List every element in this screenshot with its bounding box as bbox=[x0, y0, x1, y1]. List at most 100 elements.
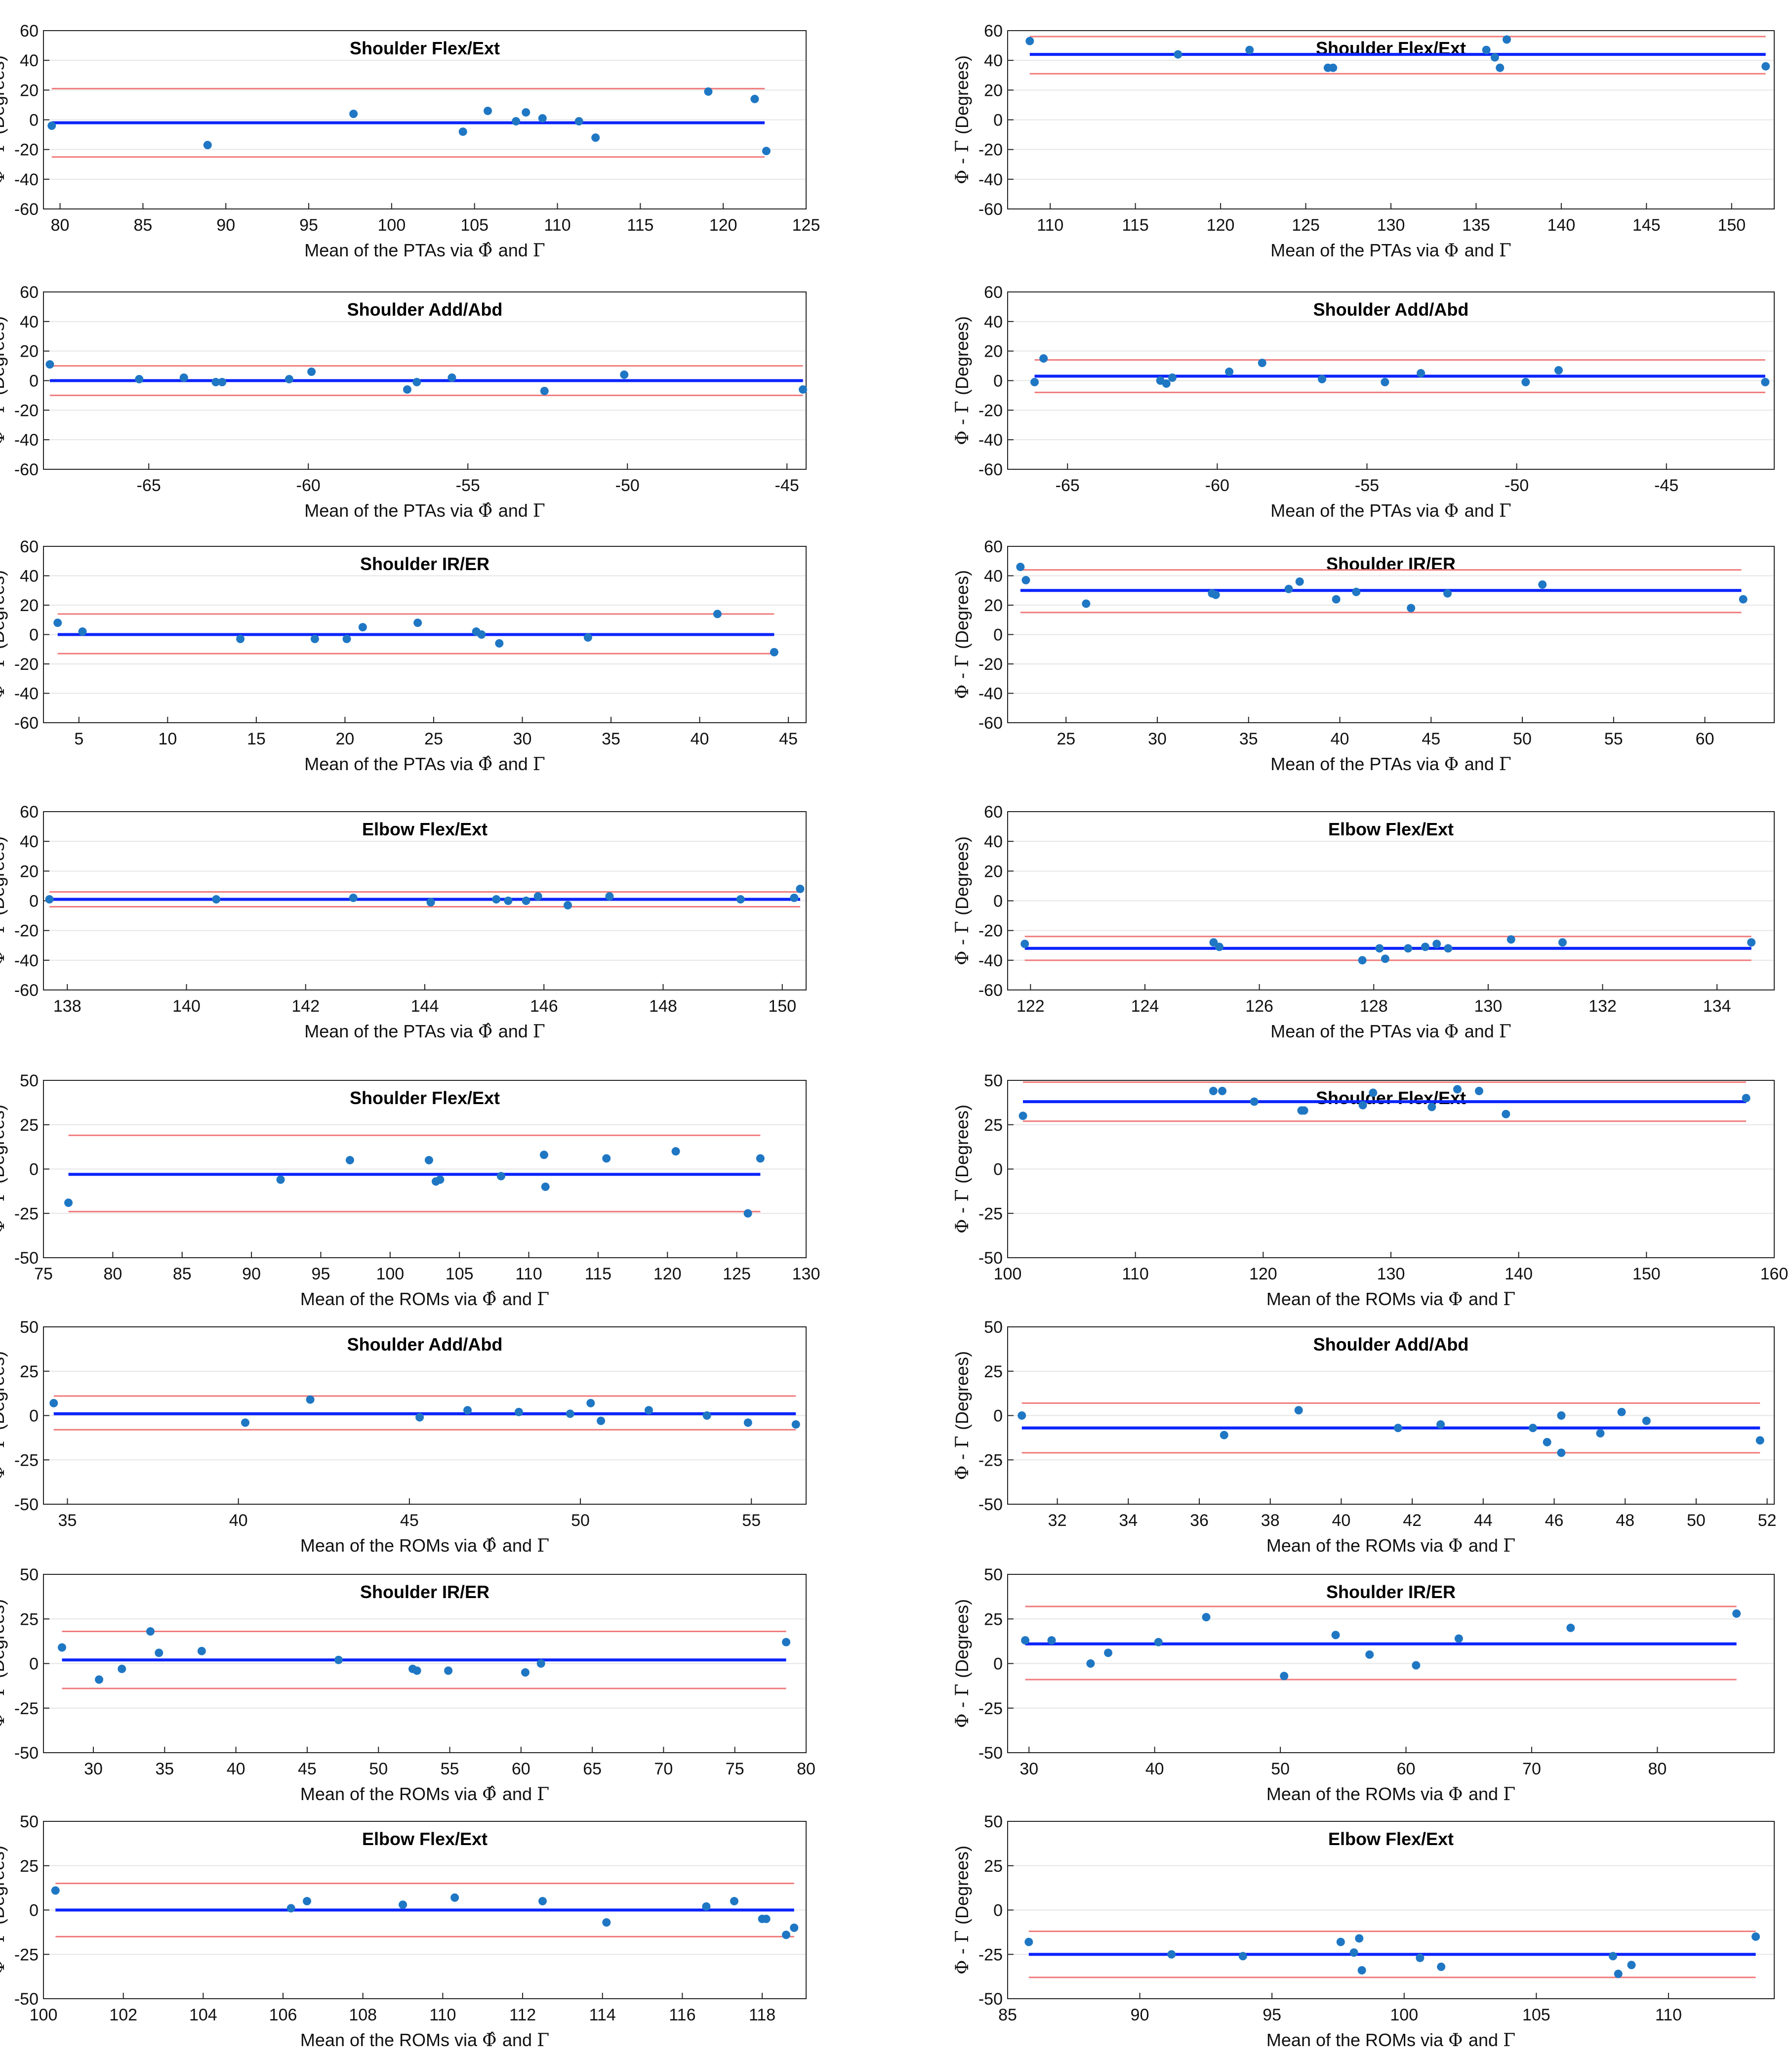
y-tick-label: 0 bbox=[993, 1901, 1003, 1920]
y-tick-label: 25 bbox=[20, 1610, 39, 1629]
data-point bbox=[564, 901, 572, 910]
y-tick-label: 20 bbox=[20, 596, 39, 615]
y-tick-label: -20 bbox=[14, 401, 39, 420]
y-axis-label-symbol: Φ - Γ bbox=[952, 1678, 973, 1728]
x-tick-label: 124 bbox=[1131, 997, 1159, 1016]
x-tick-label: 80 bbox=[103, 1265, 122, 1283]
x-tick-label: -65 bbox=[1056, 476, 1080, 495]
x-tick-label: 125 bbox=[1292, 216, 1320, 235]
x-tick-label: 148 bbox=[649, 997, 677, 1016]
data-point bbox=[1747, 938, 1756, 947]
y-tick-label: 0 bbox=[993, 372, 1003, 391]
x-tick-label: 45 bbox=[298, 1760, 317, 1778]
y-axis-label: Φ - Γ (Degrees) bbox=[952, 1599, 973, 1728]
x-tick-label: 90 bbox=[242, 1265, 261, 1283]
chart-panel: -50 -25 0 25 50 100 110 120 130 140 150 160 Shoulder… bbox=[952, 1071, 1788, 1310]
x-tick-label: 128 bbox=[1360, 997, 1388, 1016]
data-point bbox=[1642, 1416, 1651, 1425]
y-tick-label: 20 bbox=[984, 342, 1003, 361]
y-tick-label: 50 bbox=[984, 1565, 1003, 1584]
data-point bbox=[750, 94, 759, 103]
data-point bbox=[713, 610, 722, 618]
x-axis-label-and: and bbox=[502, 1535, 537, 1556]
data-point bbox=[566, 1409, 574, 1418]
data-point bbox=[522, 897, 530, 905]
x-tick-label: -60 bbox=[1205, 476, 1229, 495]
x-tick-label: 55 bbox=[441, 1760, 459, 1778]
x-tick-label: 118 bbox=[749, 2006, 775, 2024]
data-point bbox=[1444, 944, 1453, 953]
x-tick-label: 50 bbox=[571, 1511, 590, 1530]
x-axis-label-and: and bbox=[498, 754, 533, 774]
data-point bbox=[1215, 943, 1224, 951]
x-tick-label: 145 bbox=[1632, 216, 1661, 235]
y-tick-label: -25 bbox=[14, 1451, 39, 1470]
y-tick-label: 0 bbox=[29, 1901, 39, 1920]
data-point bbox=[495, 639, 504, 648]
x-tick-label: 120 bbox=[709, 216, 737, 235]
data-point bbox=[605, 892, 614, 901]
y-tick-label: 40 bbox=[20, 51, 39, 70]
data-point bbox=[236, 634, 245, 643]
y-tick-label: 50 bbox=[20, 1071, 39, 1090]
x-tick-label: 46 bbox=[1545, 1511, 1564, 1530]
data-point bbox=[620, 370, 629, 379]
data-point bbox=[1739, 595, 1748, 604]
data-point bbox=[702, 1902, 711, 1911]
data-point bbox=[1024, 1937, 1033, 1946]
data-point bbox=[1761, 377, 1770, 386]
chart-title: Shoulder IR/ER bbox=[360, 1582, 489, 1602]
y-axis-label-unit: (Degrees) bbox=[0, 1599, 8, 1678]
y-tick-label: -40 bbox=[978, 431, 1003, 450]
chart-panel: -50 -25 0 25 50 32 34 36 38 40 42 44 46 48 50 52 Shoulde… bbox=[952, 1318, 1777, 1556]
x-tick-label: 135 bbox=[1462, 216, 1490, 235]
x-axis-label-prefix: Mean of the ROMs via bbox=[300, 1535, 482, 1556]
data-point bbox=[1609, 1952, 1618, 1961]
data-point bbox=[218, 377, 227, 386]
x-tick-label: 90 bbox=[1131, 2006, 1149, 2024]
data-point bbox=[1104, 1648, 1113, 1657]
y-tick-label: 60 bbox=[20, 537, 39, 556]
y-axis-label-unit: (Degrees) bbox=[952, 316, 972, 395]
data-point bbox=[1490, 53, 1499, 62]
x-tick-label: 10 bbox=[158, 730, 177, 748]
y-tick-label: 25 bbox=[20, 1362, 39, 1381]
y-tick-label: -40 bbox=[14, 951, 39, 970]
x-tick-label: 38 bbox=[1261, 1511, 1280, 1530]
y-tick-label: -40 bbox=[14, 431, 39, 450]
chart-title: Shoulder IR/ER bbox=[1326, 1582, 1456, 1602]
x-axis-label-symbol: Φ bbox=[1444, 754, 1465, 775]
chart-panel: -50 -25 0 25 50 85 90 95 100 105 110 Elbow Flex/Ext… bbox=[952, 1812, 1775, 2051]
data-point bbox=[1016, 563, 1025, 572]
data-point bbox=[1284, 584, 1293, 593]
x-tick-label: -60 bbox=[296, 476, 321, 495]
x-tick-label: 95 bbox=[1263, 2006, 1281, 2024]
data-point bbox=[212, 895, 221, 904]
x-tick-label: 150 bbox=[1632, 1265, 1661, 1283]
data-point bbox=[1617, 1407, 1626, 1416]
data-point bbox=[413, 618, 422, 627]
y-axis-label-symbol: Φ - Γ bbox=[952, 1925, 973, 1974]
x-tick-label: 55 bbox=[1604, 730, 1623, 748]
y-tick-label: 50 bbox=[20, 1812, 39, 1831]
chart-title: Shoulder Add/Abd bbox=[347, 299, 503, 320]
x-axis-label: Mean of the ROMs via Φ and Γ bbox=[1266, 1784, 1515, 1805]
chart-panel: -60 -40 -20 0 20 40 60 25 30 35 40 45 50 55 60 Shoulder… bbox=[952, 537, 1775, 775]
data-point bbox=[597, 1416, 606, 1425]
x-tick-label: 160 bbox=[1760, 1265, 1789, 1283]
data-point bbox=[602, 1154, 611, 1163]
x-tick-label: 20 bbox=[336, 730, 355, 748]
x-axis-label-and: and bbox=[502, 1784, 537, 1804]
data-point bbox=[645, 1406, 653, 1415]
data-point bbox=[492, 895, 501, 904]
x-axis-label-prefix: Mean of the ROMs via bbox=[1266, 2030, 1448, 2050]
data-point bbox=[1329, 63, 1338, 72]
x-tick-label: 95 bbox=[312, 1265, 330, 1283]
y-tick-label: 0 bbox=[29, 1160, 39, 1179]
data-point bbox=[782, 1638, 791, 1646]
x-axis-label: Mean of the PTAs via Φ and Γ bbox=[1270, 240, 1511, 261]
y-tick-label: 0 bbox=[29, 1407, 39, 1426]
data-point bbox=[358, 623, 367, 632]
y-tick-label: 50 bbox=[984, 1071, 1003, 1090]
chart-panel: -60 -40 -20 0 20 40 60 138 140 142 144 146 148 150 Elb… bbox=[0, 803, 807, 1042]
